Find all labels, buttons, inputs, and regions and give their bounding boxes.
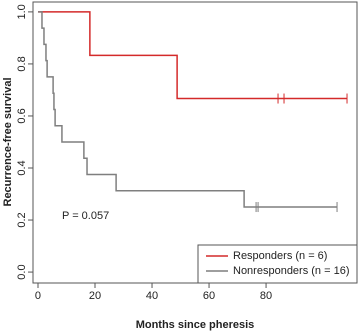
y-tick-label: 0.6: [16, 108, 28, 123]
y-axis-label: Recurrence-free survival: [2, 77, 14, 206]
annotation: P = 0.057: [62, 210, 109, 222]
x-tick-label: 80: [260, 290, 272, 302]
y-tick-label: 0.0: [16, 264, 28, 279]
x-tick-label: 40: [146, 290, 158, 302]
x-axis-label: Months since pheresis: [136, 319, 255, 331]
survival-curve: [37, 11, 338, 208]
y-tick-label: 0.8: [16, 56, 28, 71]
legend-label: Responders (n = 6): [233, 250, 327, 262]
survival-curve: [37, 11, 348, 100]
x-tick-label: 20: [89, 290, 101, 302]
y-tick-label: 0.2: [16, 212, 28, 227]
y-tick-label: 0.4: [16, 160, 28, 175]
legend-label: Nonresponders (n = 16): [233, 265, 349, 277]
legend-box: [197, 244, 358, 284]
y-tick-label: 1.0: [16, 4, 28, 19]
x-tick-label: 60: [203, 290, 215, 302]
x-tick-label: 0: [35, 290, 41, 302]
plot-frame: [32, 1, 358, 284]
